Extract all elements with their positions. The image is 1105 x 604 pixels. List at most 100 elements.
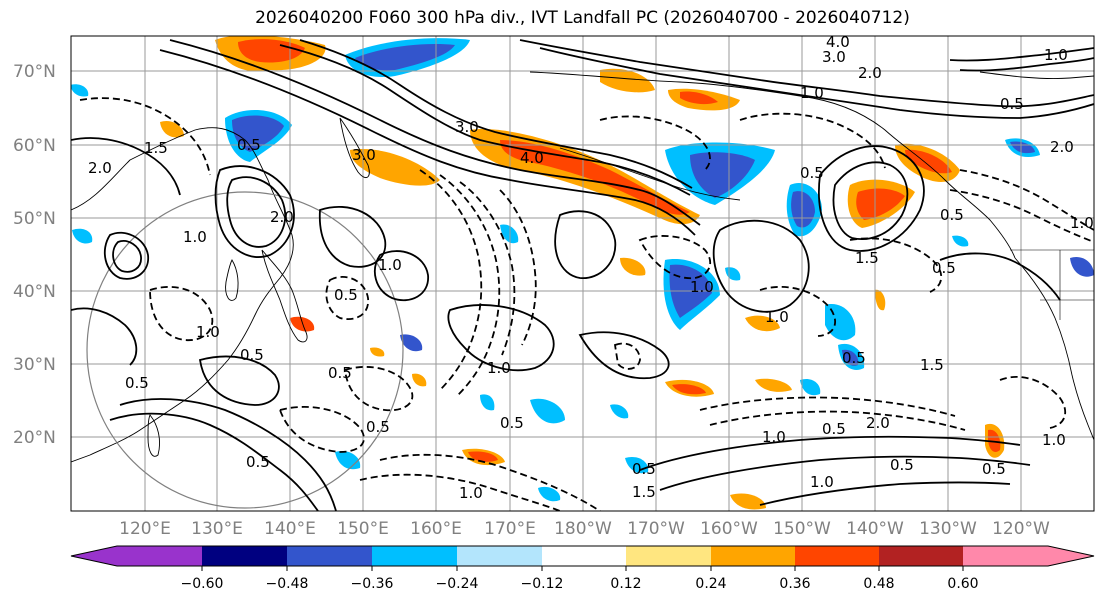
contour-label: 1.0 [378, 256, 402, 274]
contour-line [832, 161, 909, 240]
coastline-kamchatka [339, 117, 370, 179]
contour-line [638, 235, 712, 280]
coastline-north-america-north [979, 71, 1094, 79]
contour-line [71, 307, 138, 366]
contour-line [639, 435, 1021, 471]
lon-tick-label: 120°E [119, 519, 171, 539]
lon-tick-label: 140°E [264, 519, 316, 539]
divergence-shading [71, 36, 1094, 510]
div-patch [400, 334, 423, 352]
contour-label: 0.5 [940, 206, 964, 224]
contour-label: 0.5 [800, 164, 824, 182]
contour-label: 0.5 [500, 414, 524, 432]
div-patch [238, 39, 305, 63]
lon-tick-label: 150°W [773, 519, 831, 539]
contour-line [318, 205, 387, 268]
contour-line [709, 410, 966, 431]
contour-label: 0.5 [246, 453, 270, 471]
contour-line [71, 137, 181, 196]
colorbar-over-extension [1048, 546, 1094, 566]
contour-label: 1.0 [690, 278, 714, 296]
colorbar-tick-label: −0.24 [436, 576, 479, 592]
colorbar-tick-label: −0.48 [266, 576, 309, 592]
div-patch [71, 84, 89, 97]
contour-line [849, 237, 943, 293]
div-patch [755, 378, 792, 392]
contour-line [325, 276, 369, 320]
contour-label: 4.0 [520, 149, 544, 167]
contour-line [226, 176, 287, 248]
colorbar-ticks [201, 566, 964, 571]
lon-tick-label: 120°W [992, 519, 1050, 539]
contour-label: 0.5 [240, 346, 264, 364]
colorbar-segment [457, 546, 542, 566]
div-patch [620, 257, 646, 276]
contour-label: 0.5 [932, 259, 956, 277]
contour-line [949, 47, 1094, 62]
contour-label: 3.0 [352, 146, 376, 164]
lat-tick-label: 60°N [13, 136, 56, 156]
contour-line [379, 453, 601, 511]
lon-tick-label: 140°W [846, 519, 904, 539]
contour-line [539, 47, 1094, 119]
colorbar-tick-label: −0.12 [521, 576, 564, 592]
div-patch [600, 68, 655, 93]
contour-label: 2.0 [1050, 138, 1074, 156]
contour-label: 1.0 [810, 473, 834, 491]
contour-line [169, 39, 701, 226]
contour-line [299, 39, 693, 189]
lon-tick-label: 130°W [919, 519, 977, 539]
latitude-axis: 70°N 60°N 50°N 40°N 30°N 20°N [13, 62, 56, 448]
contour-line [419, 169, 483, 391]
colorbar-segment [117, 546, 202, 566]
positive-divergence-patches [160, 36, 1005, 510]
contour-label: 2.0 [858, 64, 882, 82]
colorbar-segment [963, 546, 1048, 566]
div-patch [610, 404, 629, 419]
div-patch [370, 347, 385, 357]
lon-tick-label: 160°W [700, 519, 758, 539]
colorbar-tick-label: 0.12 [610, 576, 641, 592]
colorbar-segment [372, 546, 457, 566]
contour-label: 0.5 [982, 460, 1006, 478]
contour-line [959, 57, 1094, 72]
coastline-japan [261, 249, 308, 343]
contour-line [79, 97, 211, 176]
contour-label: 0.5 [1000, 95, 1024, 113]
div-patch [730, 493, 766, 510]
contour-label: 0.5 [125, 374, 149, 392]
contour-line [949, 189, 1094, 243]
contour-line [119, 398, 337, 511]
contour-line [659, 455, 1031, 491]
contour-line [103, 231, 149, 280]
contour-label: 1.5 [855, 249, 879, 267]
div-patch [468, 451, 498, 462]
div-patch [690, 152, 755, 198]
contour-label: 0.5 [328, 364, 352, 382]
div-patch [952, 235, 969, 247]
contour-line [459, 181, 516, 356]
div-patch [875, 289, 886, 311]
contour-label: 1.0 [459, 484, 483, 502]
contour-label: 2.0 [270, 208, 294, 226]
lon-tick-label: 180°W [554, 519, 612, 539]
negative-divergence-patches [71, 38, 1094, 502]
contour-label: 1.0 [765, 308, 789, 326]
colorbar-segment [626, 546, 711, 566]
contour-labels: 4.0 3.0 2.0 1.5 1.0 0.5 0.5 1.0 0.5 0.5 … [88, 36, 1094, 502]
map-border [70, 35, 1095, 512]
contour-line [712, 219, 810, 313]
lon-tick-label: 160°E [410, 519, 462, 539]
lat-tick-label: 40°N [13, 282, 56, 302]
div-patch [290, 316, 315, 332]
contour-line [759, 286, 836, 337]
contour-line [279, 44, 691, 196]
contour-line [554, 210, 617, 279]
coastline-north-america-west [1014, 257, 1094, 441]
coastline-korea [225, 259, 239, 301]
contour-label: 0.5 [890, 456, 914, 474]
contour-line [939, 252, 1061, 301]
map-title: 2026040200 F060 300 hPa div., IVT Landfa… [255, 8, 910, 28]
contour-label: 1.0 [800, 84, 824, 102]
